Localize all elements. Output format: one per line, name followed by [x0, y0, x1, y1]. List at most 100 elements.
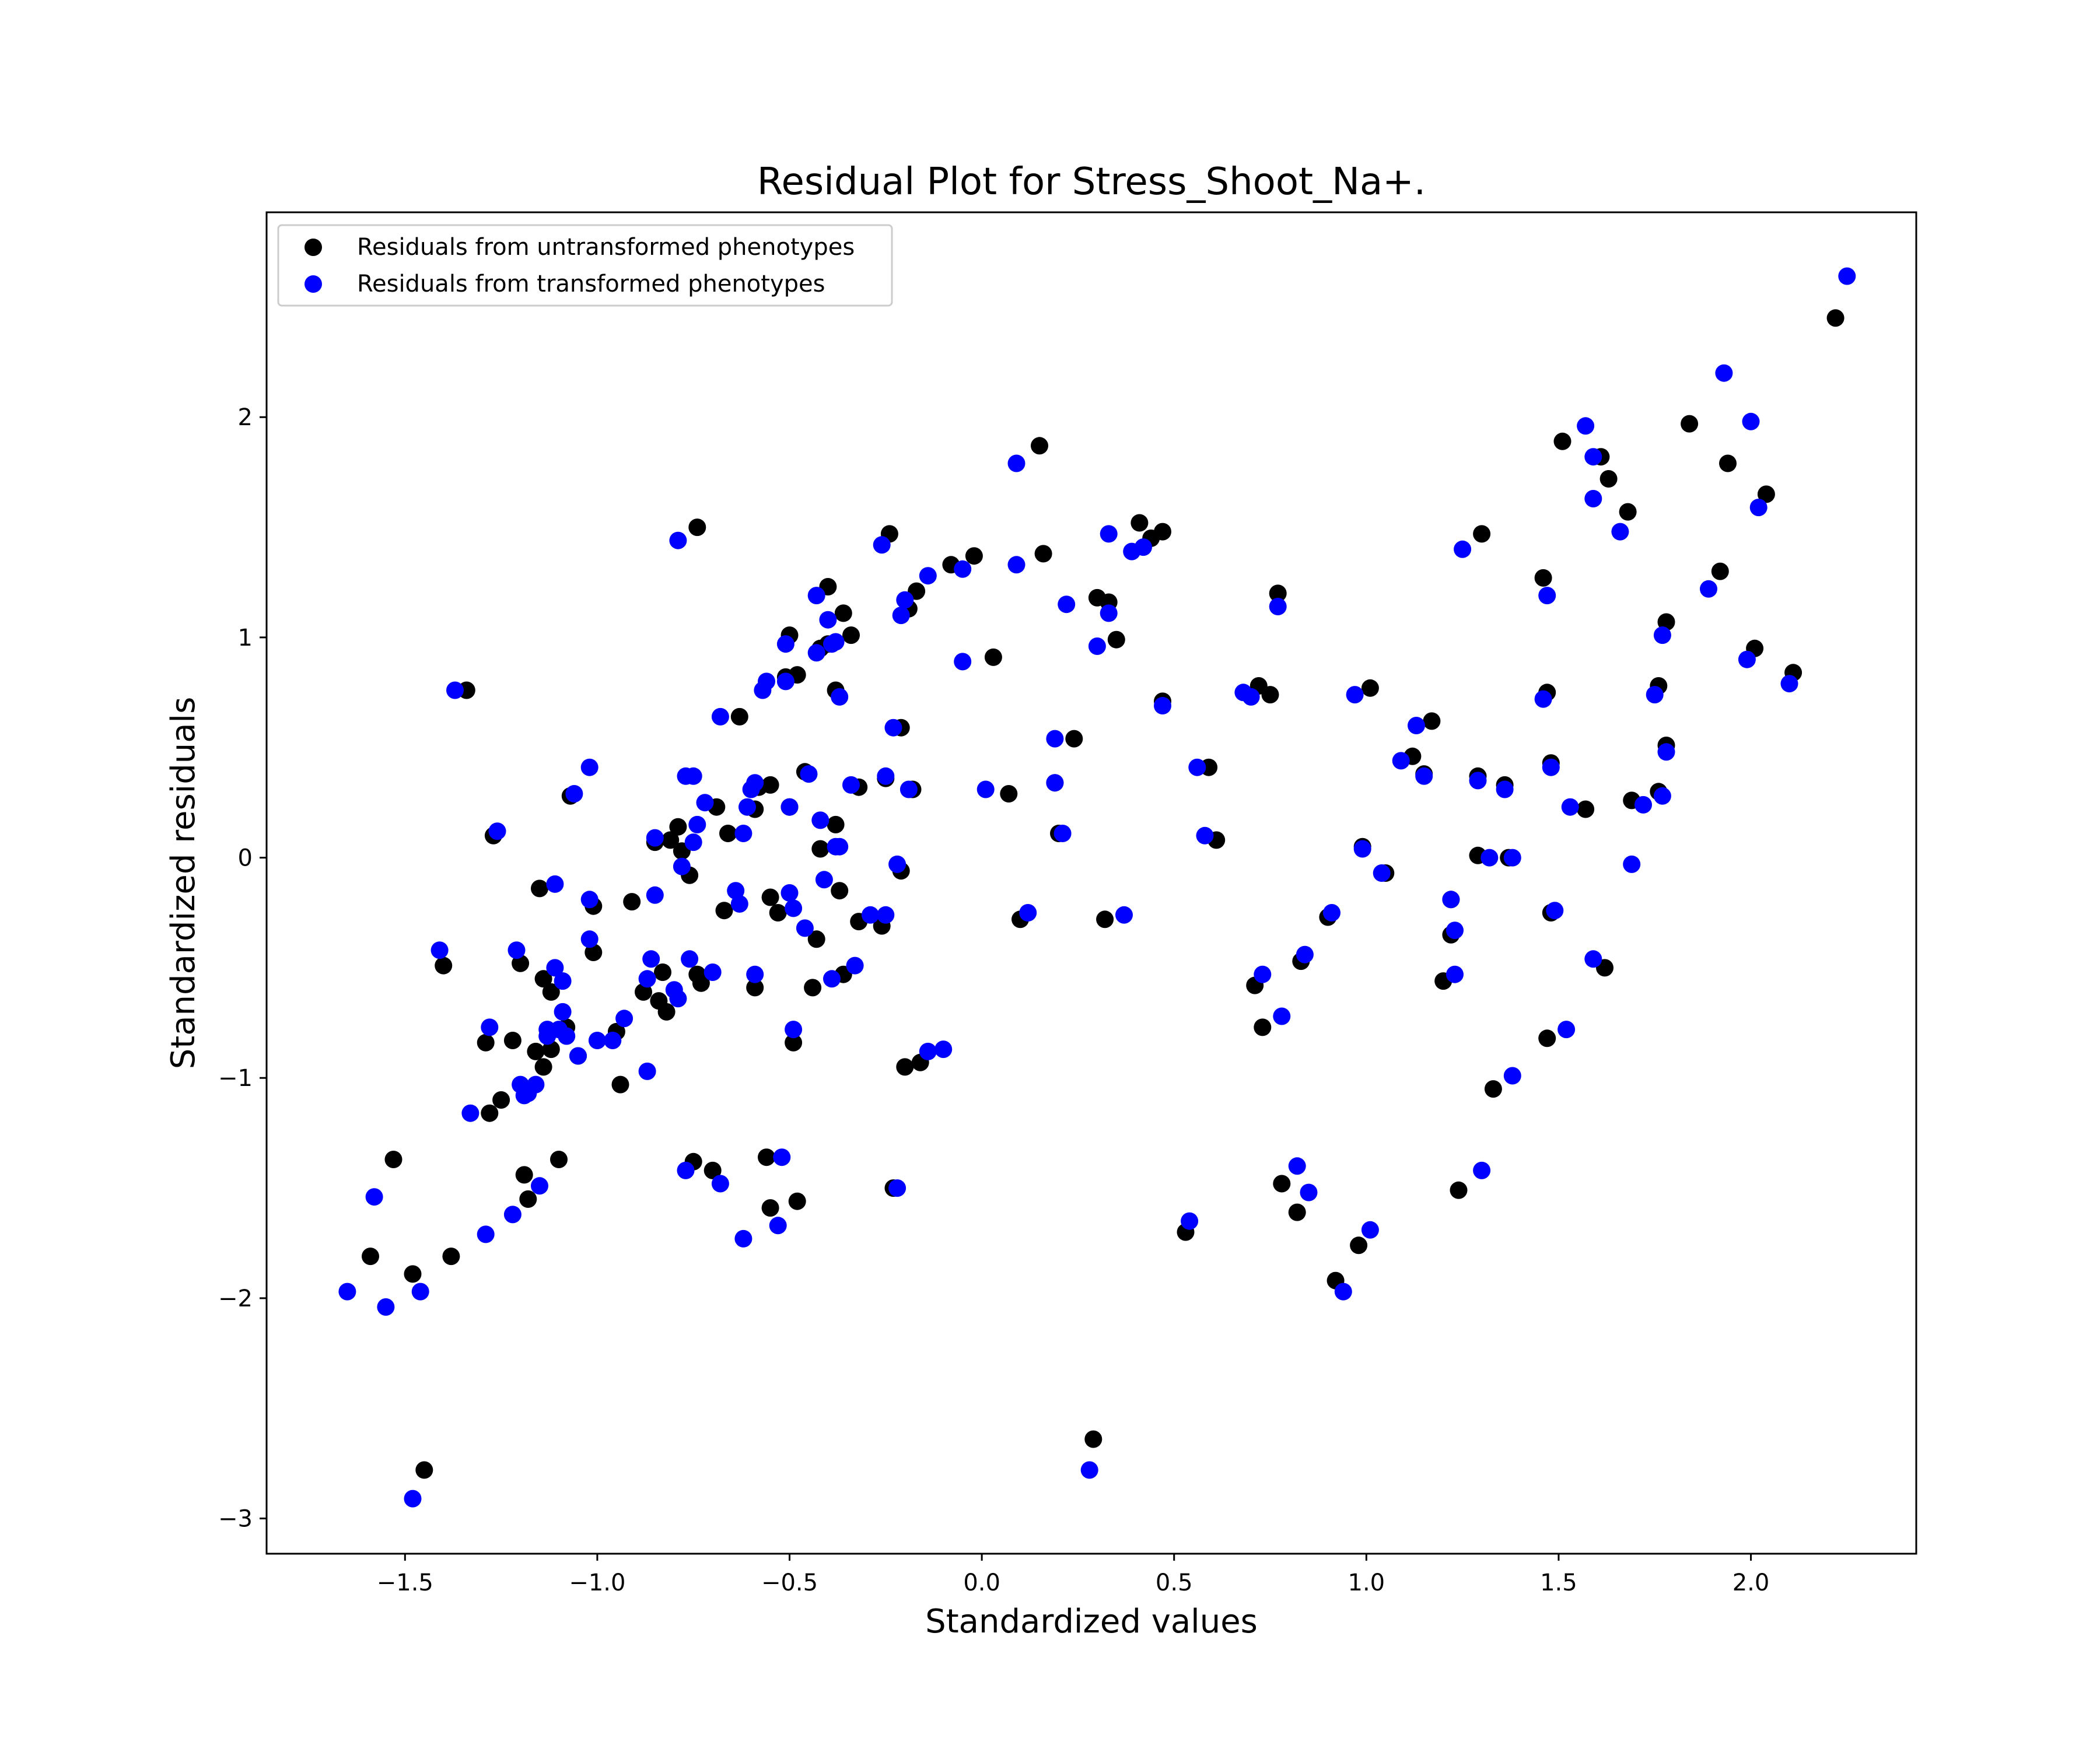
x-tick-label-7: 2.0: [1732, 1569, 1770, 1596]
data-point-series-1-169: [1780, 675, 1798, 693]
data-point-series-0-30: [635, 983, 652, 1001]
data-point-series-0-17: [534, 970, 552, 988]
data-point-series-1-110: [1088, 637, 1106, 655]
data-point-series-1-57: [738, 798, 756, 816]
data-point-series-1-108: [1058, 595, 1076, 614]
data-point-series-1-51: [711, 1175, 729, 1193]
data-point-series-0-105: [1154, 523, 1171, 541]
data-point-series-1-150: [1546, 902, 1564, 920]
data-point-series-1-156: [1584, 950, 1602, 968]
data-point-series-1-96: [919, 567, 937, 585]
data-point-series-1-163: [1657, 743, 1675, 761]
data-point-series-0-114: [1269, 584, 1287, 602]
data-point-series-1-155: [1584, 490, 1602, 507]
data-point-series-0-130: [1450, 1181, 1468, 1199]
data-point-series-0-70: [827, 815, 845, 833]
data-point-series-1-76: [815, 871, 833, 889]
x-tick-label-2: −0.5: [761, 1569, 818, 1596]
data-point-series-1-33: [615, 1010, 634, 1028]
data-point-series-0-89: [965, 547, 983, 565]
data-point-series-1-72: [800, 765, 818, 783]
data-point-series-1-94: [896, 591, 914, 609]
data-point-series-1-147: [1534, 690, 1552, 708]
data-point-series-1-103: [1007, 556, 1026, 574]
data-point-series-1-116: [1154, 697, 1171, 714]
data-point-series-1-119: [1196, 826, 1214, 845]
data-point-series-0-14: [519, 1190, 537, 1208]
data-point-series-0-120: [1350, 1236, 1368, 1255]
data-point-series-0-97: [1065, 730, 1083, 748]
data-point-series-1-112: [1100, 604, 1118, 622]
data-point-series-0-5: [442, 1248, 460, 1266]
data-point-series-1-40: [669, 990, 687, 1008]
data-point-series-1-111: [1100, 525, 1118, 543]
x-axis: −1.5 −1.0 −0.5 0.0 0.5 1.0 1.5 2.0: [377, 1554, 1770, 1596]
data-point-series-1-55: [734, 825, 752, 842]
data-point-series-0-146: [1600, 470, 1618, 488]
data-point-series-1-100: [954, 653, 972, 671]
data-point-series-1-87: [873, 536, 891, 554]
data-point-series-0-4: [435, 956, 453, 975]
data-point-series-0-45: [715, 902, 733, 920]
data-point-series-1-118: [1188, 758, 1206, 776]
plot-frame: [265, 211, 1917, 1555]
data-point-series-0-91: [1000, 785, 1018, 803]
data-point-series-1-32: [604, 1032, 622, 1049]
x-tick-label-1: −1.0: [569, 1569, 625, 1596]
data-point-series-0-21: [550, 1151, 568, 1168]
data-point-series-1-17: [531, 1177, 548, 1195]
data-point-series-1-63: [769, 1217, 787, 1235]
y-tick-label-5: 2: [238, 404, 253, 431]
data-point-series-1-165: [1715, 364, 1733, 382]
y-tick-label-4: 1: [238, 625, 253, 651]
x-tick-label-3: 0.0: [963, 1569, 1000, 1596]
data-point-series-1-73: [807, 587, 825, 605]
data-point-series-1-133: [1373, 864, 1391, 882]
y-axis: −3 −2 −1 0 1 2: [218, 404, 267, 1533]
data-point-series-1-23: [554, 1003, 572, 1021]
data-point-series-1-25: [558, 1027, 576, 1045]
data-point-series-1-47: [684, 833, 702, 852]
data-point-series-1-159: [1634, 796, 1652, 814]
data-point-series-1-42: [673, 857, 691, 875]
x-tick-label-4: 0.5: [1156, 1569, 1193, 1596]
data-point-series-0-19: [542, 1040, 560, 1059]
data-point-series-1-36: [642, 950, 660, 968]
data-point-series-1-130: [1346, 686, 1364, 704]
data-point-series-0-59: [785, 1033, 803, 1052]
data-point-series-0-55: [769, 904, 787, 921]
data-point-series-0-134: [1484, 1080, 1502, 1098]
data-point-series-0-61: [788, 1192, 806, 1210]
data-point-series-0-66: [811, 840, 830, 858]
data-point-series-1-109: [1080, 1461, 1098, 1479]
data-point-series-1-151: [1558, 1021, 1576, 1039]
data-point-series-1-30: [580, 930, 598, 948]
data-point-series-1-81: [827, 633, 845, 651]
data-point-series-1-145: [1503, 1067, 1521, 1085]
data-point-series-1-124: [1273, 1007, 1291, 1025]
data-point-series-0-147: [1619, 503, 1637, 521]
data-point-series-1-101: [977, 780, 995, 798]
data-point-series-1-99: [954, 560, 972, 578]
data-point-series-1-149: [1542, 758, 1560, 776]
data-point-series-0-47: [730, 707, 748, 726]
data-point-series-1-146: [1503, 849, 1521, 867]
data-point-series-1-9: [481, 1018, 499, 1036]
data-point-series-0-10: [492, 1091, 510, 1109]
data-point-series-1-41: [669, 531, 687, 549]
data-point-series-1-139: [1446, 921, 1464, 940]
data-point-series-0-126: [1423, 712, 1441, 730]
data-point-series-1-8: [477, 1225, 495, 1243]
data-point-series-1-66: [776, 672, 794, 691]
data-point-series-0-153: [1681, 415, 1699, 433]
data-point-series-1-137: [1442, 891, 1460, 909]
data-point-series-1-126: [1300, 1183, 1318, 1201]
data-point-series-1-98: [935, 1040, 953, 1059]
data-point-series-1-93: [892, 607, 910, 625]
legend-label-transformed: Residuals from transformed phenotypes: [357, 271, 825, 297]
data-point-series-1-161: [1653, 626, 1671, 644]
data-point-series-1-56: [734, 1229, 752, 1248]
data-point-series-1-70: [785, 899, 803, 917]
y-tick-label-1: −2: [218, 1285, 253, 1312]
data-point-series-1-125: [1288, 1157, 1306, 1175]
